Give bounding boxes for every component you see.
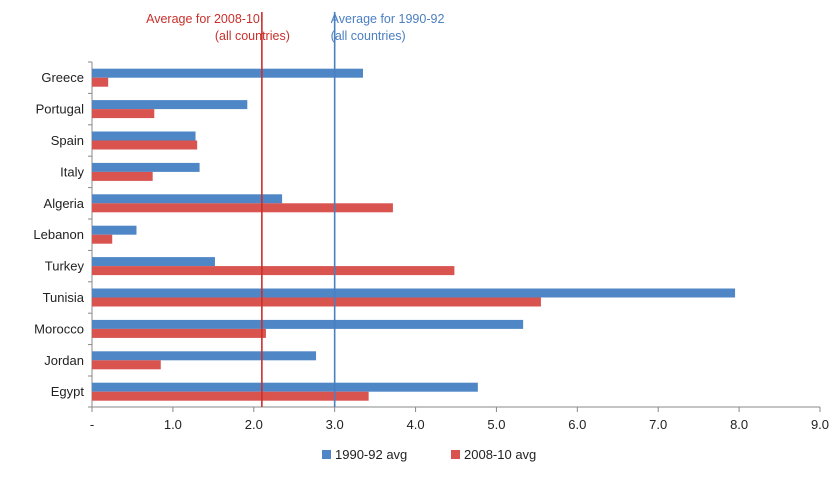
x-tick-label: 6.0	[568, 417, 586, 432]
category-label: Jordan	[44, 353, 84, 368]
bar-2008-10-tunisia	[92, 297, 541, 307]
x-tick-label: 2.0	[245, 417, 263, 432]
bar-2008-10-greece	[92, 77, 109, 87]
bar-1990-92-portugal	[92, 100, 248, 110]
bar-2008-10-turkey	[92, 266, 455, 276]
category-label: Morocco	[34, 321, 84, 336]
legend-swatch-2008-10	[451, 450, 460, 459]
reference-label: Average for 2008-10	[146, 12, 260, 26]
bar-2008-10-spain	[92, 140, 198, 150]
bar-1990-92-lebanon	[92, 225, 137, 235]
bar-2008-10-lebanon	[92, 234, 113, 244]
legend-swatch-1990-92	[322, 450, 331, 459]
legend-label: 2008-10 avg	[464, 447, 536, 462]
reference-sublabel: (all countries)	[215, 29, 290, 43]
bar-2008-10-jordan	[92, 360, 161, 370]
bar-1990-92-spain	[92, 131, 196, 141]
bar-1990-92-turkey	[92, 257, 215, 267]
category-label: Turkey	[45, 259, 85, 274]
bar-2008-10-portugal	[92, 109, 155, 119]
category-label: Italy	[60, 164, 84, 179]
bar-1990-92-algeria	[92, 194, 283, 204]
bar-1990-92-jordan	[92, 351, 317, 361]
bar-1990-92-italy	[92, 162, 200, 172]
x-tick-label: -	[90, 417, 94, 432]
x-tick-label: 4.0	[407, 417, 425, 432]
legend-label: 1990-92 avg	[335, 447, 407, 462]
bar-2008-10-italy	[92, 171, 153, 181]
category-label: Tunisia	[43, 290, 85, 305]
bar-2008-10-egypt	[92, 391, 369, 401]
x-tick-label: 1.0	[164, 417, 182, 432]
bar-1990-92-egypt	[92, 382, 478, 392]
x-tick-label: 3.0	[326, 417, 344, 432]
reference-sublabel: (all countries)	[331, 29, 406, 43]
reference-label: Average for 1990-92	[331, 12, 445, 26]
x-tick-label: 8.0	[730, 417, 748, 432]
x-tick-label: 5.0	[487, 417, 505, 432]
bar-2008-10-morocco	[92, 328, 266, 338]
category-label: Lebanon	[33, 227, 84, 242]
category-label: Spain	[51, 133, 84, 148]
category-label: Algeria	[44, 196, 85, 211]
bar-1990-92-tunisia	[92, 288, 736, 298]
category-label: Greece	[41, 70, 84, 85]
x-tick-label: 9.0	[811, 417, 829, 432]
bar-1990-92-morocco	[92, 319, 524, 329]
bar-1990-92-greece	[92, 68, 363, 78]
bar-2008-10-algeria	[92, 203, 393, 213]
x-tick-label: 7.0	[649, 417, 667, 432]
category-label: Egypt	[51, 384, 85, 399]
category-label: Portugal	[36, 102, 85, 117]
